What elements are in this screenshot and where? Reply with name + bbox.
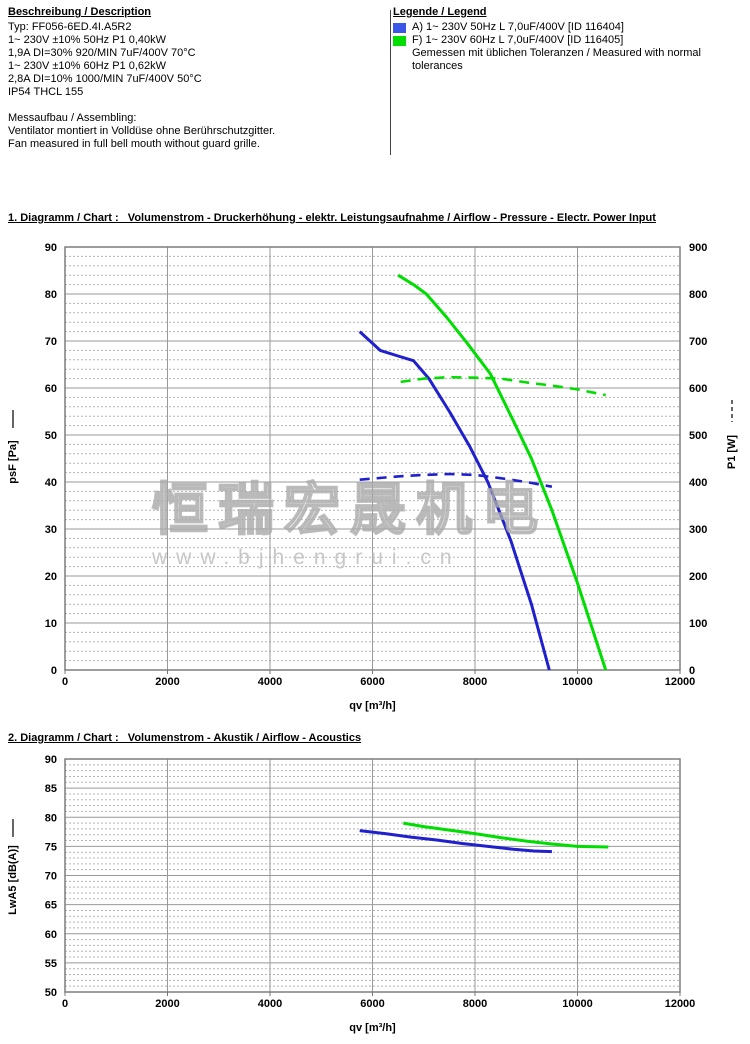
y-right-tick-label: 900 xyxy=(689,242,707,254)
y-left-tick-label: 10 xyxy=(45,618,57,630)
x-tick-label: 4000 xyxy=(258,998,282,1010)
x-tick-label: 10000 xyxy=(562,998,593,1010)
legend-items: A) 1~ 230V 50Hz L 7,0uF/400V [ID 116404]… xyxy=(393,21,745,47)
legend-separator xyxy=(390,10,391,155)
x-tick-label: 6000 xyxy=(360,998,384,1010)
description-line: 1~ 230V ±10% 60Hz P1 0,62kW xyxy=(8,60,166,72)
x-tick-label: 4000 xyxy=(258,676,282,688)
assembling-block: Messaufbau / Assembling: Ventilator mont… xyxy=(8,112,386,151)
y-right-axis-title: P1 [W] xyxy=(726,435,738,470)
legend-item-A: A) 1~ 230V 50Hz L 7,0uF/400V [ID 116404] xyxy=(393,21,745,34)
y-right-tick-label: 800 xyxy=(689,289,707,301)
assembling-line: Fan measured in full bell mouth without … xyxy=(8,138,260,150)
assembling-lines: Ventilator montiert in Volldüse ohne Ber… xyxy=(8,125,386,151)
legend-label: F) 1~ 230V 60Hz L 7,0uF/400V [ID 116405] xyxy=(412,34,624,46)
y-left-tick-label: 85 xyxy=(45,783,57,795)
series-psf-a-1-230v-50hz xyxy=(358,330,551,671)
y-left-tick-label: 50 xyxy=(45,430,57,442)
y-left-tick-label: 60 xyxy=(45,929,57,941)
description-section: Beschreibung / Description Typ: FF056-6E… xyxy=(8,6,386,151)
y-right-tick-label: 0 xyxy=(689,665,695,677)
x-tick-label: 8000 xyxy=(463,998,487,1010)
y-left-tick-label: 90 xyxy=(45,754,57,766)
x-tick-label: 8000 xyxy=(463,676,487,688)
y-left-tick-label: 0 xyxy=(51,665,57,677)
y-right-tick-label: 200 xyxy=(689,571,707,583)
y-left-tick-label: 20 xyxy=(45,571,57,583)
x-tick-label: 0 xyxy=(62,998,68,1010)
series-psf-f-1-230v-60hz xyxy=(397,273,608,671)
y-right-tick-label: 500 xyxy=(689,430,707,442)
y-left-tick-label: 60 xyxy=(45,383,57,395)
y-left-tick-label: 75 xyxy=(45,841,57,853)
description-line: Typ: FF056-6ED.4I.A5R2 xyxy=(8,21,132,33)
legend-note: Gemessen mit üblichen Toleranzen / Measu… xyxy=(412,47,701,72)
y-left-tick-label: 40 xyxy=(45,477,57,489)
y-left-tick-label: 80 xyxy=(45,812,57,824)
chart-2-title: 2. Diagramm / Chart : Volumenstrom - Aku… xyxy=(8,732,362,744)
y-right-tick-label: 600 xyxy=(689,383,707,395)
series-p1-a-1-230v-50hz xyxy=(359,472,553,488)
description-line: 1~ 230V ±10% 50Hz P1 0,40kW xyxy=(8,34,166,46)
y-left-tick-label: 90 xyxy=(45,242,57,254)
x-tick-label: 10000 xyxy=(562,676,593,688)
x-tick-label: 2000 xyxy=(155,676,179,688)
chart-2-canvas: 0 2000 4000 6000 8000 10000 12000 50 55 60 65 70 75 8… xyxy=(7,754,696,1034)
description-line: 1,9A DI=30% 920/MIN 7uF/400V 70°C xyxy=(8,47,196,59)
legend-item-F: F) 1~ 230V 60Hz L 7,0uF/400V [ID 116405] xyxy=(393,34,745,47)
legend-swatch-A xyxy=(393,22,406,33)
legend-swatch-F xyxy=(393,35,406,46)
description-line: IP54 THCL 155 xyxy=(8,86,84,98)
x-axis-title: qv [m³/h] xyxy=(349,700,396,712)
y-left-tick-label: 70 xyxy=(45,871,57,883)
legend-title: Legende / Legend xyxy=(393,6,487,18)
y-left-tick-label: 55 xyxy=(45,958,57,970)
legend-section: Legende / Legend A) 1~ 230V 50Hz L 7,0uF… xyxy=(393,6,745,73)
y-right-tick-label: 700 xyxy=(689,336,707,348)
y-right-tick-label: 100 xyxy=(689,618,707,630)
x-axis-title: qv [m³/h] xyxy=(349,1022,396,1034)
y-left-tick-label: 50 xyxy=(45,987,57,999)
chart-1-canvas: 0 2000 4000 6000 8000 10000 120000102030405060… xyxy=(7,242,738,712)
x-tick-label: 12000 xyxy=(665,676,696,688)
y-left-tick-label: 30 xyxy=(45,524,57,536)
x-tick-label: 0 xyxy=(62,676,68,688)
assembling-line: Ventilator montiert in Volldüse ohne Ber… xyxy=(8,125,276,137)
y-left-axis-title: LwA5 [dB(A)] xyxy=(7,845,19,915)
assembling-title: Messaufbau / Assembling: xyxy=(8,112,137,124)
x-tick-label: 2000 xyxy=(155,998,179,1010)
y-left-axis-title: psF [Pa] xyxy=(7,440,19,484)
y-right-tick-label: 300 xyxy=(689,524,707,536)
chart-1-title: 1. Diagramm / Chart : Volumenstrom - Dru… xyxy=(8,212,656,224)
x-tick-label: 12000 xyxy=(665,998,696,1010)
y-right-tick-label: 400 xyxy=(689,477,707,489)
series-lwa5-f-1-230v-60hz xyxy=(403,821,609,849)
x-tick-label: 6000 xyxy=(360,676,384,688)
description-lines: Typ: FF056-6ED.4I.A5R2 1~ 230V ±10% 50Hz … xyxy=(8,21,386,99)
y-left-tick-label: 80 xyxy=(45,289,57,301)
y-left-tick-label: 70 xyxy=(45,336,57,348)
description-line: 2,8A DI=10% 1000/MIN 7uF/400V 50°C xyxy=(8,73,202,85)
series-lwa5-a-1-230v-50hz xyxy=(359,829,552,854)
description-title: Beschreibung / Description xyxy=(8,6,152,18)
legend-label: A) 1~ 230V 50Hz L 7,0uF/400V [ID 116404] xyxy=(412,21,624,33)
y-left-tick-label: 65 xyxy=(45,900,57,912)
